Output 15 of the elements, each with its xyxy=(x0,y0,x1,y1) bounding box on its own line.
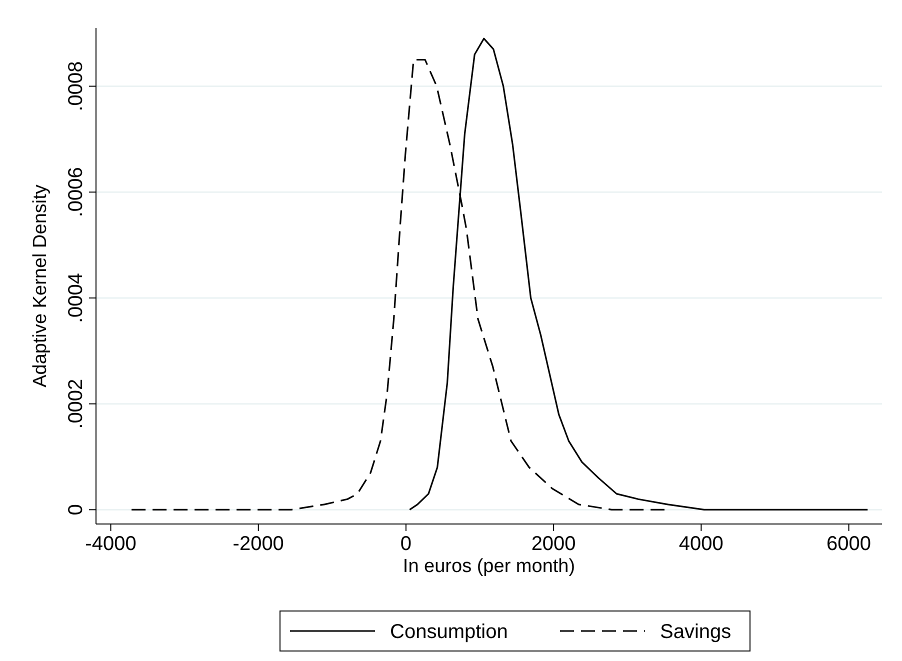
y-axis-title: Adaptive Kernel Density xyxy=(30,184,51,388)
x-tick-label: -4000 xyxy=(85,533,136,555)
y-tick-label: .0002 xyxy=(65,378,87,429)
y-tick-label: .0008 xyxy=(65,61,87,112)
x-tick-label: 4000 xyxy=(678,533,724,555)
legend-label: Savings xyxy=(660,621,732,643)
x-tick-label: 6000 xyxy=(826,533,872,555)
x-tick-label: -2000 xyxy=(232,533,284,555)
legend-label: Consumption xyxy=(390,621,508,643)
y-tick-label: .0006 xyxy=(65,167,87,218)
y-tick-label: .0004 xyxy=(65,272,87,323)
x-axis-title: In euros (per month) xyxy=(402,556,576,577)
x-tick-label: 2000 xyxy=(531,533,576,555)
x-tick-label: 0 xyxy=(400,533,412,555)
y-tick-label: 0 xyxy=(65,504,87,516)
